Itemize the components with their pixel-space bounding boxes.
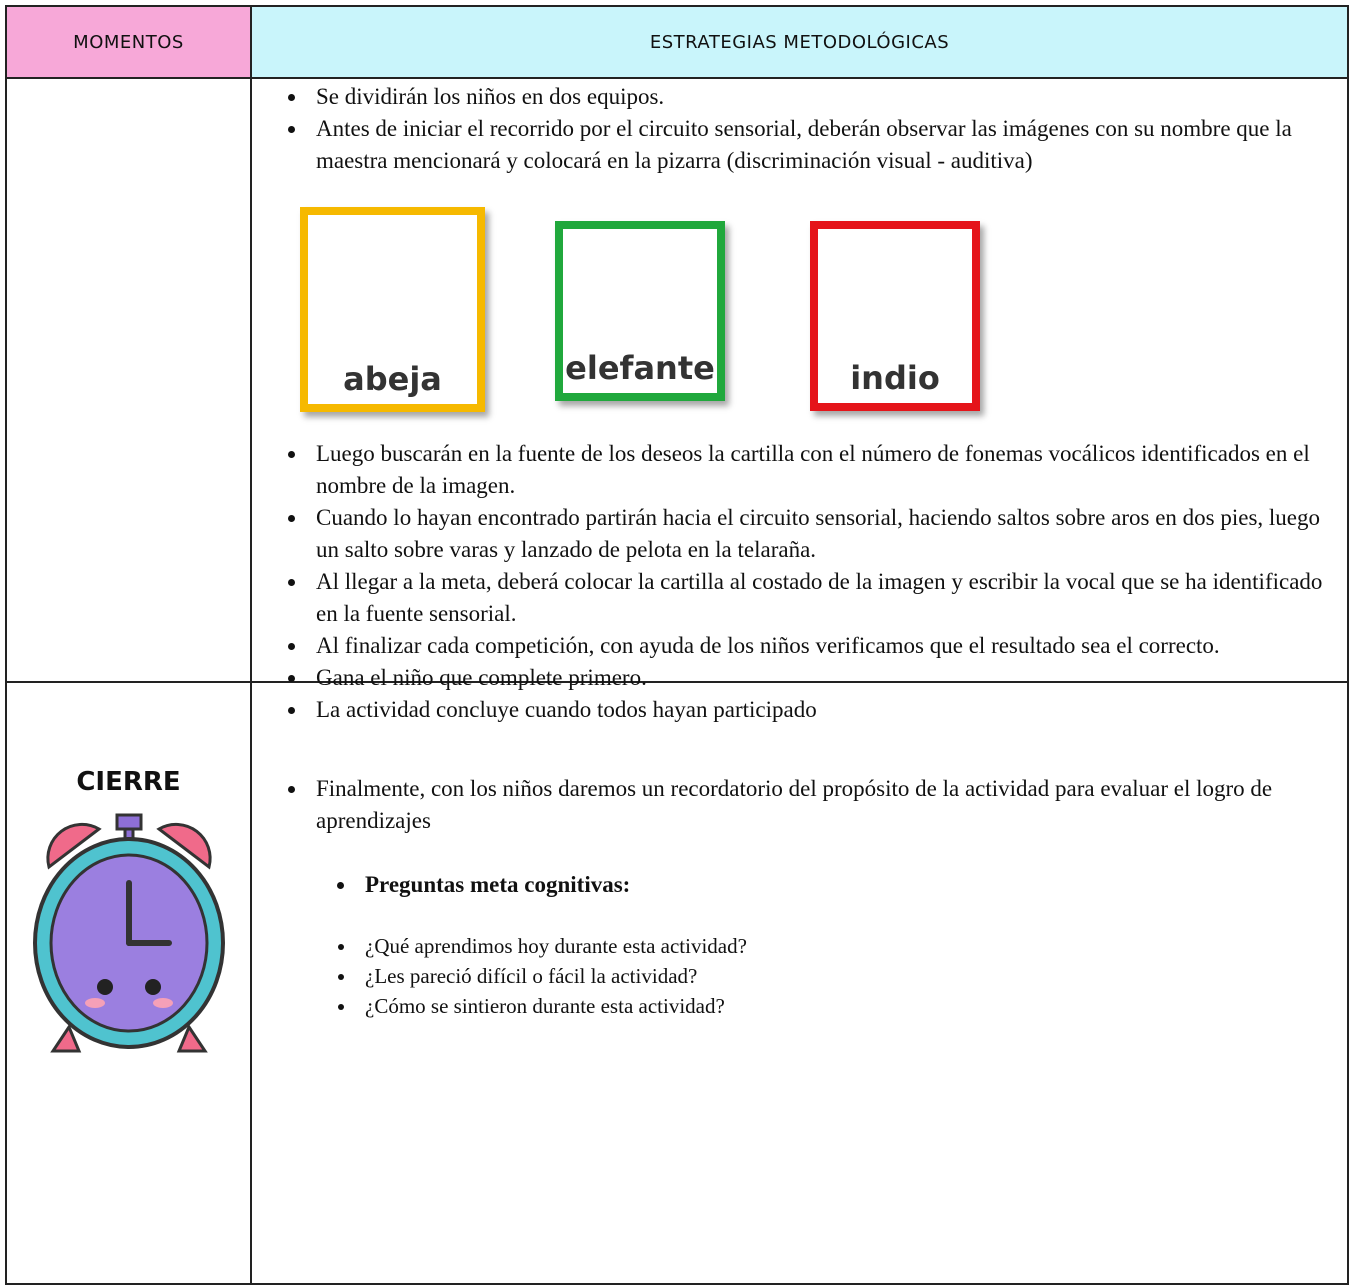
- picture-cards: abeja elefante indio: [300, 207, 1347, 412]
- bullet-item: Al llegar a la meta, deberá colocar la c…: [308, 566, 1347, 630]
- bullet-list: Luego buscarán en la fuente de los deseo…: [252, 438, 1347, 726]
- bullet-list: Preguntas meta cognitivas:: [252, 869, 1347, 901]
- moment-cell: [7, 79, 252, 683]
- moment-label: CIERRE: [76, 767, 181, 797]
- header-moments: MOMENTOS: [7, 7, 252, 79]
- moment-cell: CIERRE: [7, 683, 252, 1283]
- bullet-item: Antes de iniciar el recorrido por el cir…: [308, 113, 1347, 177]
- bullet-item: ¿Qué aprendimos hoy durante esta activid…: [357, 931, 1347, 961]
- header-text: ESTRATEGIAS METODOLÓGICAS: [649, 31, 950, 53]
- bullet-item: ¿Les pareció difícil o fácil la activida…: [357, 961, 1347, 991]
- bullet-item: Cuando lo hayan encontrado partirán haci…: [308, 502, 1347, 566]
- bullet-list: Finalmente, con los niños daremos un rec…: [252, 773, 1347, 837]
- strategy-cell: Se dividirán los niños en dos equipos.An…: [252, 79, 1347, 722]
- question-list: ¿Qué aprendimos hoy durante esta activid…: [252, 931, 1347, 1021]
- strategy-table: MOMENTOS ESTRATEGIAS METODOLÓGICAS Se di…: [5, 5, 1349, 1285]
- bullet-item: Se dividirán los niños en dos equipos.: [308, 81, 1347, 113]
- card: elefante: [555, 221, 725, 401]
- bullet-list: Se dividirán los niños en dos equipos.An…: [252, 81, 1347, 177]
- bullet-item: La actividad concluye cuando todos hayan…: [308, 694, 1347, 726]
- header-text: MOMENTOS: [73, 31, 184, 53]
- strategy-cell: Finalmente, con los niños daremos un rec…: [252, 683, 1347, 1283]
- clock-illustration: [32, 813, 225, 1053]
- subheading: Preguntas meta cognitivas:: [357, 869, 1347, 901]
- card: abeja: [300, 207, 485, 412]
- bullet-item: Luego buscarán en la fuente de los deseo…: [308, 438, 1347, 502]
- header-strategies: ESTRATEGIAS METODOLÓGICAS: [252, 7, 1347, 79]
- bullet-item: Al finalizar cada competición, con ayuda…: [308, 630, 1347, 662]
- bullet-item: Gana el niño que complete primero.: [308, 662, 1347, 694]
- card: indio: [810, 221, 980, 411]
- bullet-item: ¿Cómo se sintieron durante esta activida…: [357, 991, 1347, 1021]
- bullet-item: Finalmente, con los niños daremos un rec…: [308, 773, 1347, 837]
